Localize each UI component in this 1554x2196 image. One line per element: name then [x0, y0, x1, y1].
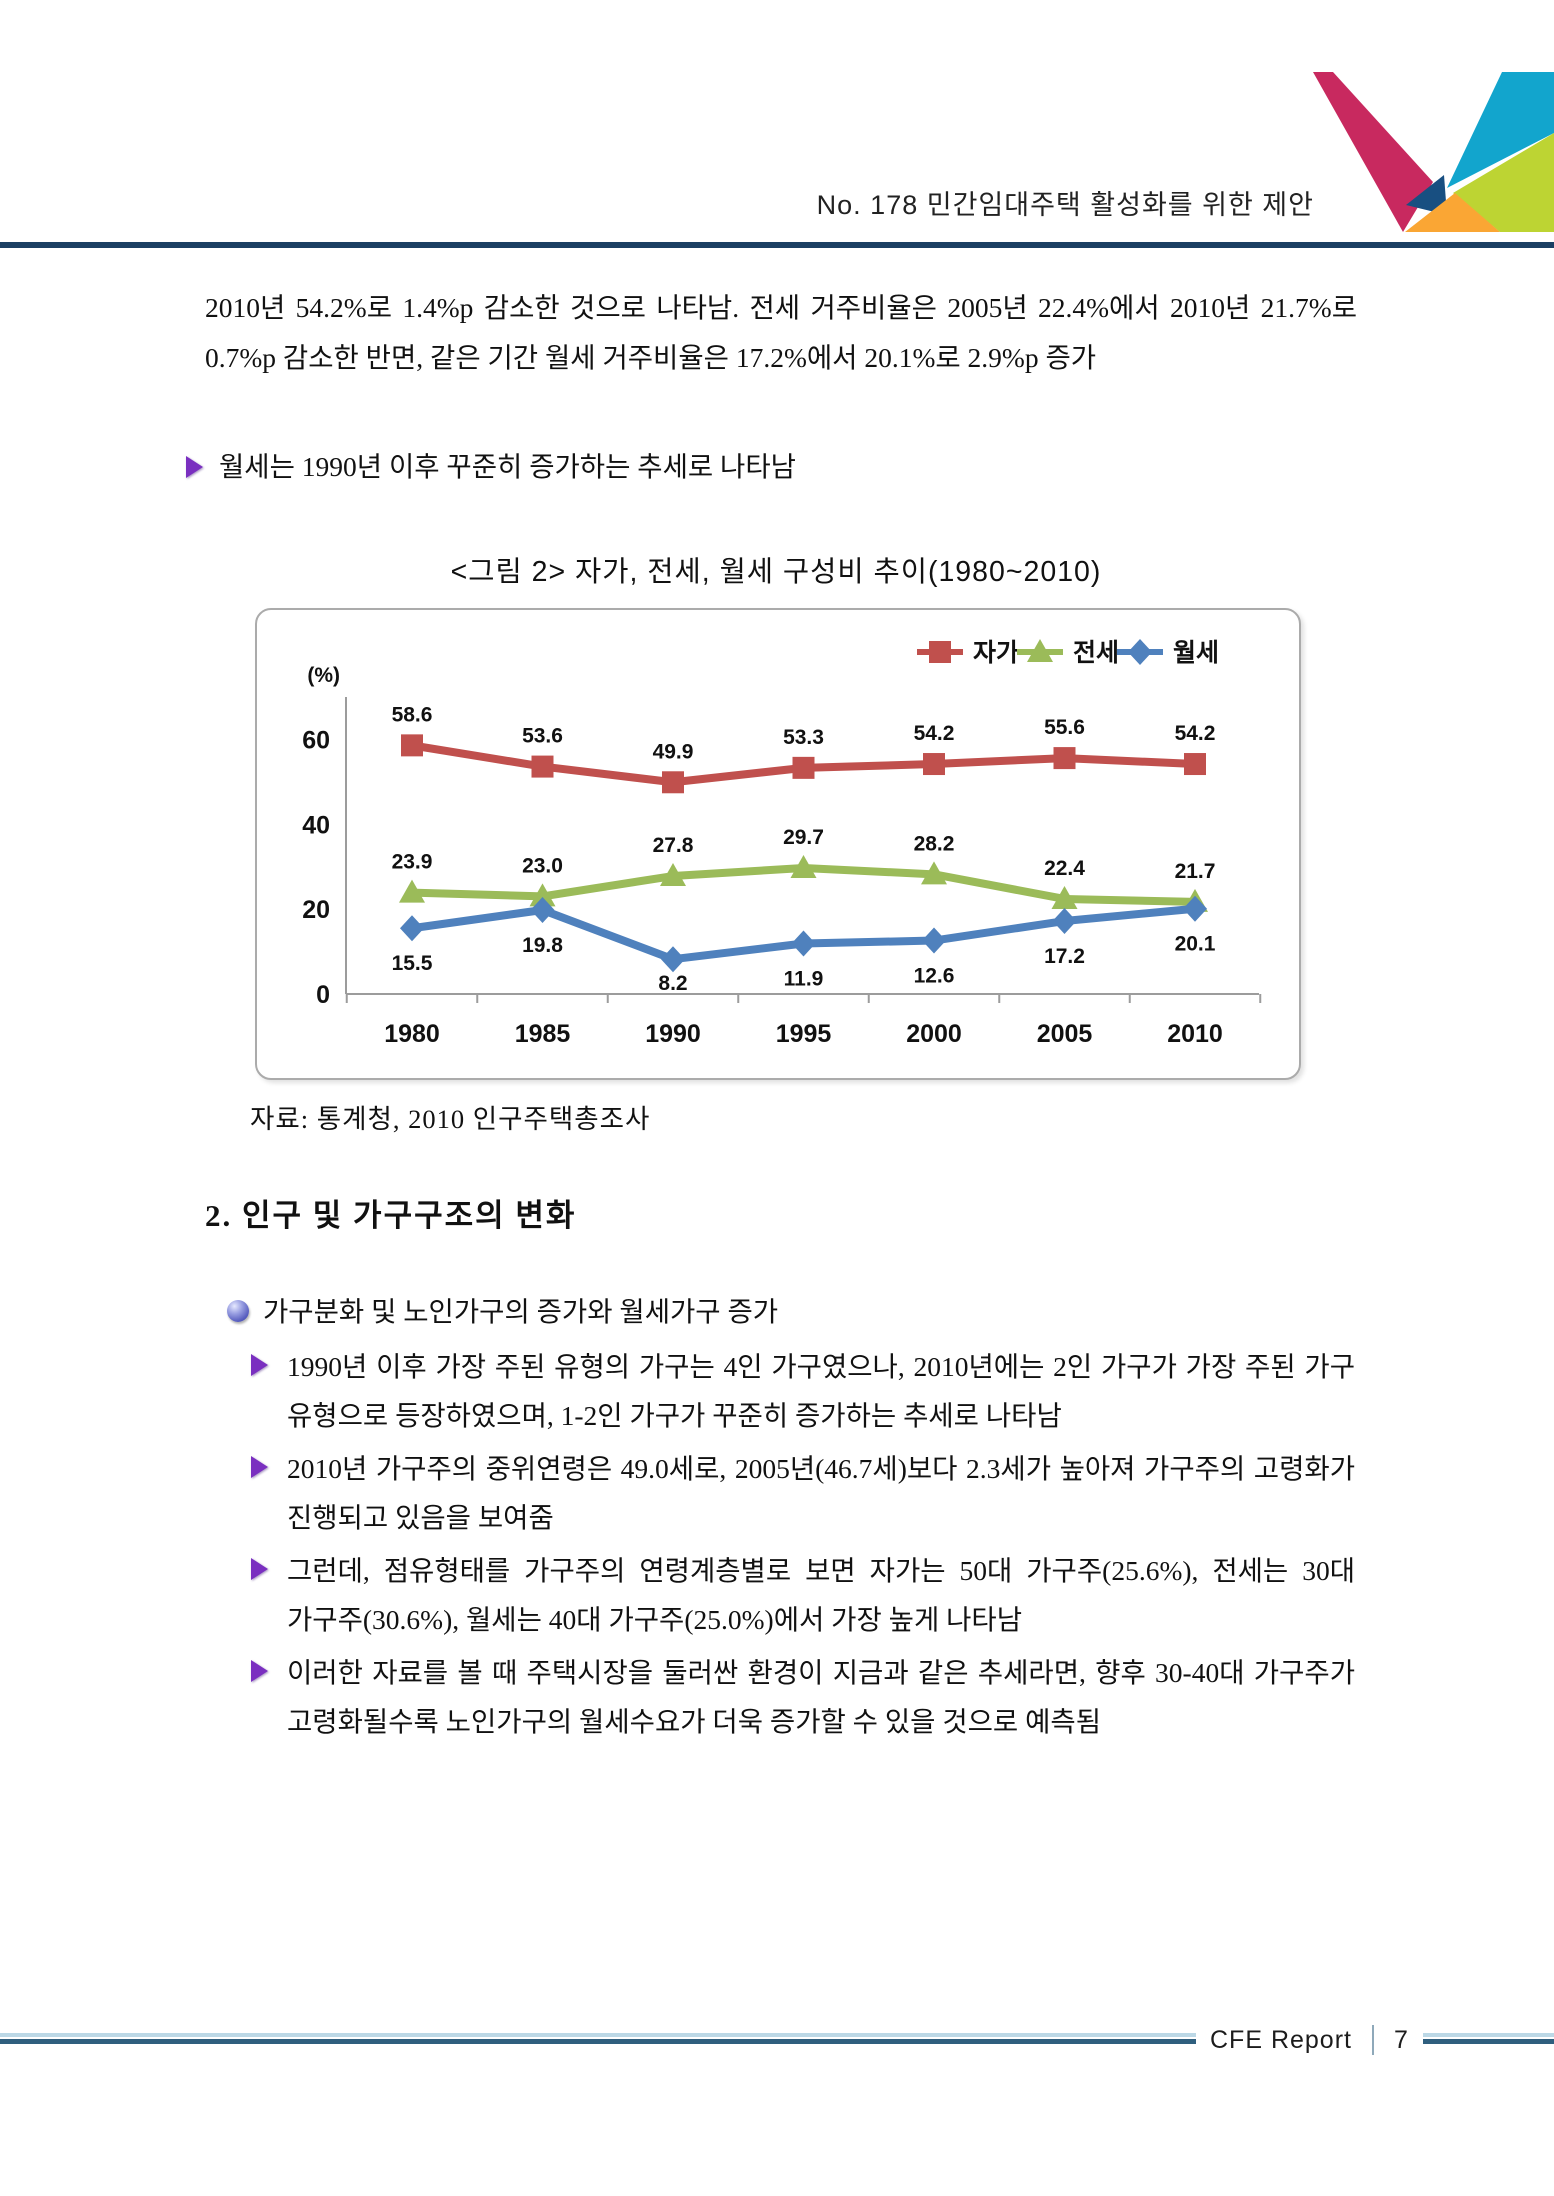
- chart-container: 0 20 40 60 (%) 1980 1985 1990 1995 2000 2005 2010 58…: [255, 608, 1301, 1080]
- arrow-bullet-icon: [186, 456, 203, 478]
- data-label: 23.0: [522, 854, 563, 877]
- legend-label: 전세: [1073, 639, 1119, 667]
- data-label: 55.6: [1044, 716, 1085, 739]
- intro-paragraph: 2010년 54.2%로 1.4%p 감소한 것으로 나타남. 전세 거주비율은…: [205, 292, 1357, 373]
- footer-rule-left: [0, 2033, 1196, 2044]
- data-label: 21.7: [1175, 860, 1216, 883]
- arrow-bullet-icon: [251, 1456, 268, 1478]
- series-jeonse: 23.9 23.0 27.8 29.7 28.2 22.4 21.7: [392, 826, 1216, 912]
- data-label: 23.9: [392, 851, 433, 874]
- data-label: 27.8: [653, 834, 694, 857]
- logo-cyan-shape: [1447, 72, 1554, 188]
- data-label: 49.9: [653, 740, 694, 763]
- data-label: 19.8: [522, 934, 563, 957]
- footer-separator: [1371, 2025, 1374, 2055]
- data-label: 8.2: [658, 972, 687, 995]
- logo-lime-shape: [1453, 133, 1554, 232]
- data-label: 53.3: [783, 726, 824, 749]
- y-unit-label: (%): [307, 664, 340, 687]
- section-heading: 2. 인구 및 가구구조의 변화: [205, 1198, 577, 1233]
- x-tick-label: 2010: [1167, 1020, 1223, 1048]
- legend-label: 월세: [1173, 639, 1219, 667]
- list-item: 그런데, 점유형태를 가구주의 연령계층별로 보면 자가는 50대 가구주(25…: [205, 1546, 1355, 1644]
- composition-trend-line-chart: 0 20 40 60 (%) 1980 1985 1990 1995 2000 2005 2010 58…: [302, 639, 1262, 1048]
- page-footer: CFE Report 7: [0, 2023, 1554, 2057]
- section-bullet-list: 가구분화 및 노인가구의 증가와 월세가구 증가 1990년 이후 가장 주된 …: [205, 1288, 1361, 1750]
- data-label: 53.6: [522, 725, 563, 748]
- x-tick-label: 2005: [1037, 1020, 1093, 1048]
- data-label: 54.2: [914, 722, 955, 745]
- list-item: 2010년 가구주의 중위연령은 49.0세로, 2005년(46.7세)보다 …: [205, 1444, 1355, 1542]
- footer-label: CFE Report: [1210, 2025, 1352, 2054]
- logo-magenta-shape: [1313, 72, 1433, 232]
- list-item-text: 1990년 이후 가장 주된 유형의 가구는 4인 가구였으나, 2010년에는…: [287, 1351, 1355, 1431]
- series-jaga: 58.6 53.6 49.9 53.3 54.2 55.6 54.2: [392, 703, 1216, 794]
- footer-rule-right: [1422, 2033, 1554, 2044]
- legend-item-jaga: 자가: [917, 639, 1019, 667]
- header-rule: [0, 242, 1554, 248]
- data-label: 58.6: [392, 703, 433, 726]
- data-label: 11.9: [784, 968, 824, 991]
- y-tick-label: 20: [302, 896, 330, 924]
- footer-text: CFE Report 7: [1196, 2023, 1423, 2057]
- figure-source: 자료: 통계청, 2010 인구주택총조사: [250, 1104, 651, 1134]
- data-label: 15.5: [392, 952, 433, 975]
- logo-orange-shape: [1405, 193, 1500, 232]
- x-tick-label: 1980: [384, 1020, 440, 1048]
- y-tick-label: 0: [316, 981, 330, 1009]
- footer-page-number: 7: [1393, 2025, 1409, 2054]
- data-label: 12.6: [914, 965, 955, 988]
- list-item: 1990년 이후 가장 주된 유형의 가구는 4인 가구였으나, 2010년에는…: [205, 1342, 1355, 1440]
- list-item: 이러한 자료를 볼 때 주택시장을 둘러싼 환경이 지금과 같은 추세라면, 향…: [205, 1648, 1355, 1746]
- y-tick-label: 40: [302, 811, 330, 839]
- cfe-logo-icon: [1313, 72, 1554, 232]
- data-label: 22.4: [1044, 857, 1085, 880]
- intro-bullet-row: 월세는 1990년 이후 꾸준히 증가하는 추세로 나타남: [186, 447, 1386, 487]
- lead-bullet-text: 가구분화 및 노인가구의 증가와 월세가구 증가: [263, 1296, 779, 1327]
- data-label: 54.2: [1175, 722, 1216, 745]
- legend-label: 자가: [973, 639, 1019, 667]
- data-label: 29.7: [783, 826, 824, 849]
- x-tick-label: 1990: [645, 1020, 701, 1048]
- arrow-bullet-icon: [251, 1558, 268, 1580]
- legend-item-wolse: 월세: [1117, 639, 1219, 667]
- sphere-bullet-icon: [227, 1300, 249, 1322]
- x-tick-label: 1985: [515, 1020, 571, 1048]
- series-wolse: 15.5 19.8 8.2 11.9 12.6 17.2 20.1: [392, 895, 1216, 995]
- figure-title: <그림 2> 자가, 전세, 월세 구성비 추이(1980~2010): [450, 556, 1102, 588]
- lead-bullet-row: 가구분화 및 노인가구의 증가와 월세가구 증가: [205, 1288, 1361, 1336]
- list-item-text: 2010년 가구주의 중위연령은 49.0세로, 2005년(46.7세)보다 …: [287, 1453, 1355, 1533]
- report-header-title: No. 178 민간임대주택 활성화를 위한 제안: [816, 190, 1314, 220]
- data-label: 20.1: [1175, 933, 1216, 956]
- legend-item-jeonse: 전세: [1017, 639, 1119, 667]
- logo-navy-shape: [1406, 175, 1447, 215]
- x-tick-label: 1995: [776, 1020, 832, 1048]
- x-tick-label: 2000: [906, 1020, 962, 1048]
- intro-bullet-text: 월세는 1990년 이후 꾸준히 증가하는 추세로 나타남: [219, 451, 796, 482]
- list-item-text: 그런데, 점유형태를 가구주의 연령계층별로 보면 자가는 50대 가구주(25…: [287, 1555, 1355, 1635]
- data-label: 17.2: [1044, 945, 1085, 968]
- list-item-text: 이러한 자료를 볼 때 주택시장을 둘러싼 환경이 지금과 같은 추세라면, 향…: [287, 1657, 1355, 1737]
- y-tick-label: 60: [302, 726, 330, 754]
- data-label: 28.2: [914, 832, 955, 855]
- arrow-bullet-icon: [251, 1354, 268, 1376]
- arrow-bullet-icon: [251, 1660, 268, 1682]
